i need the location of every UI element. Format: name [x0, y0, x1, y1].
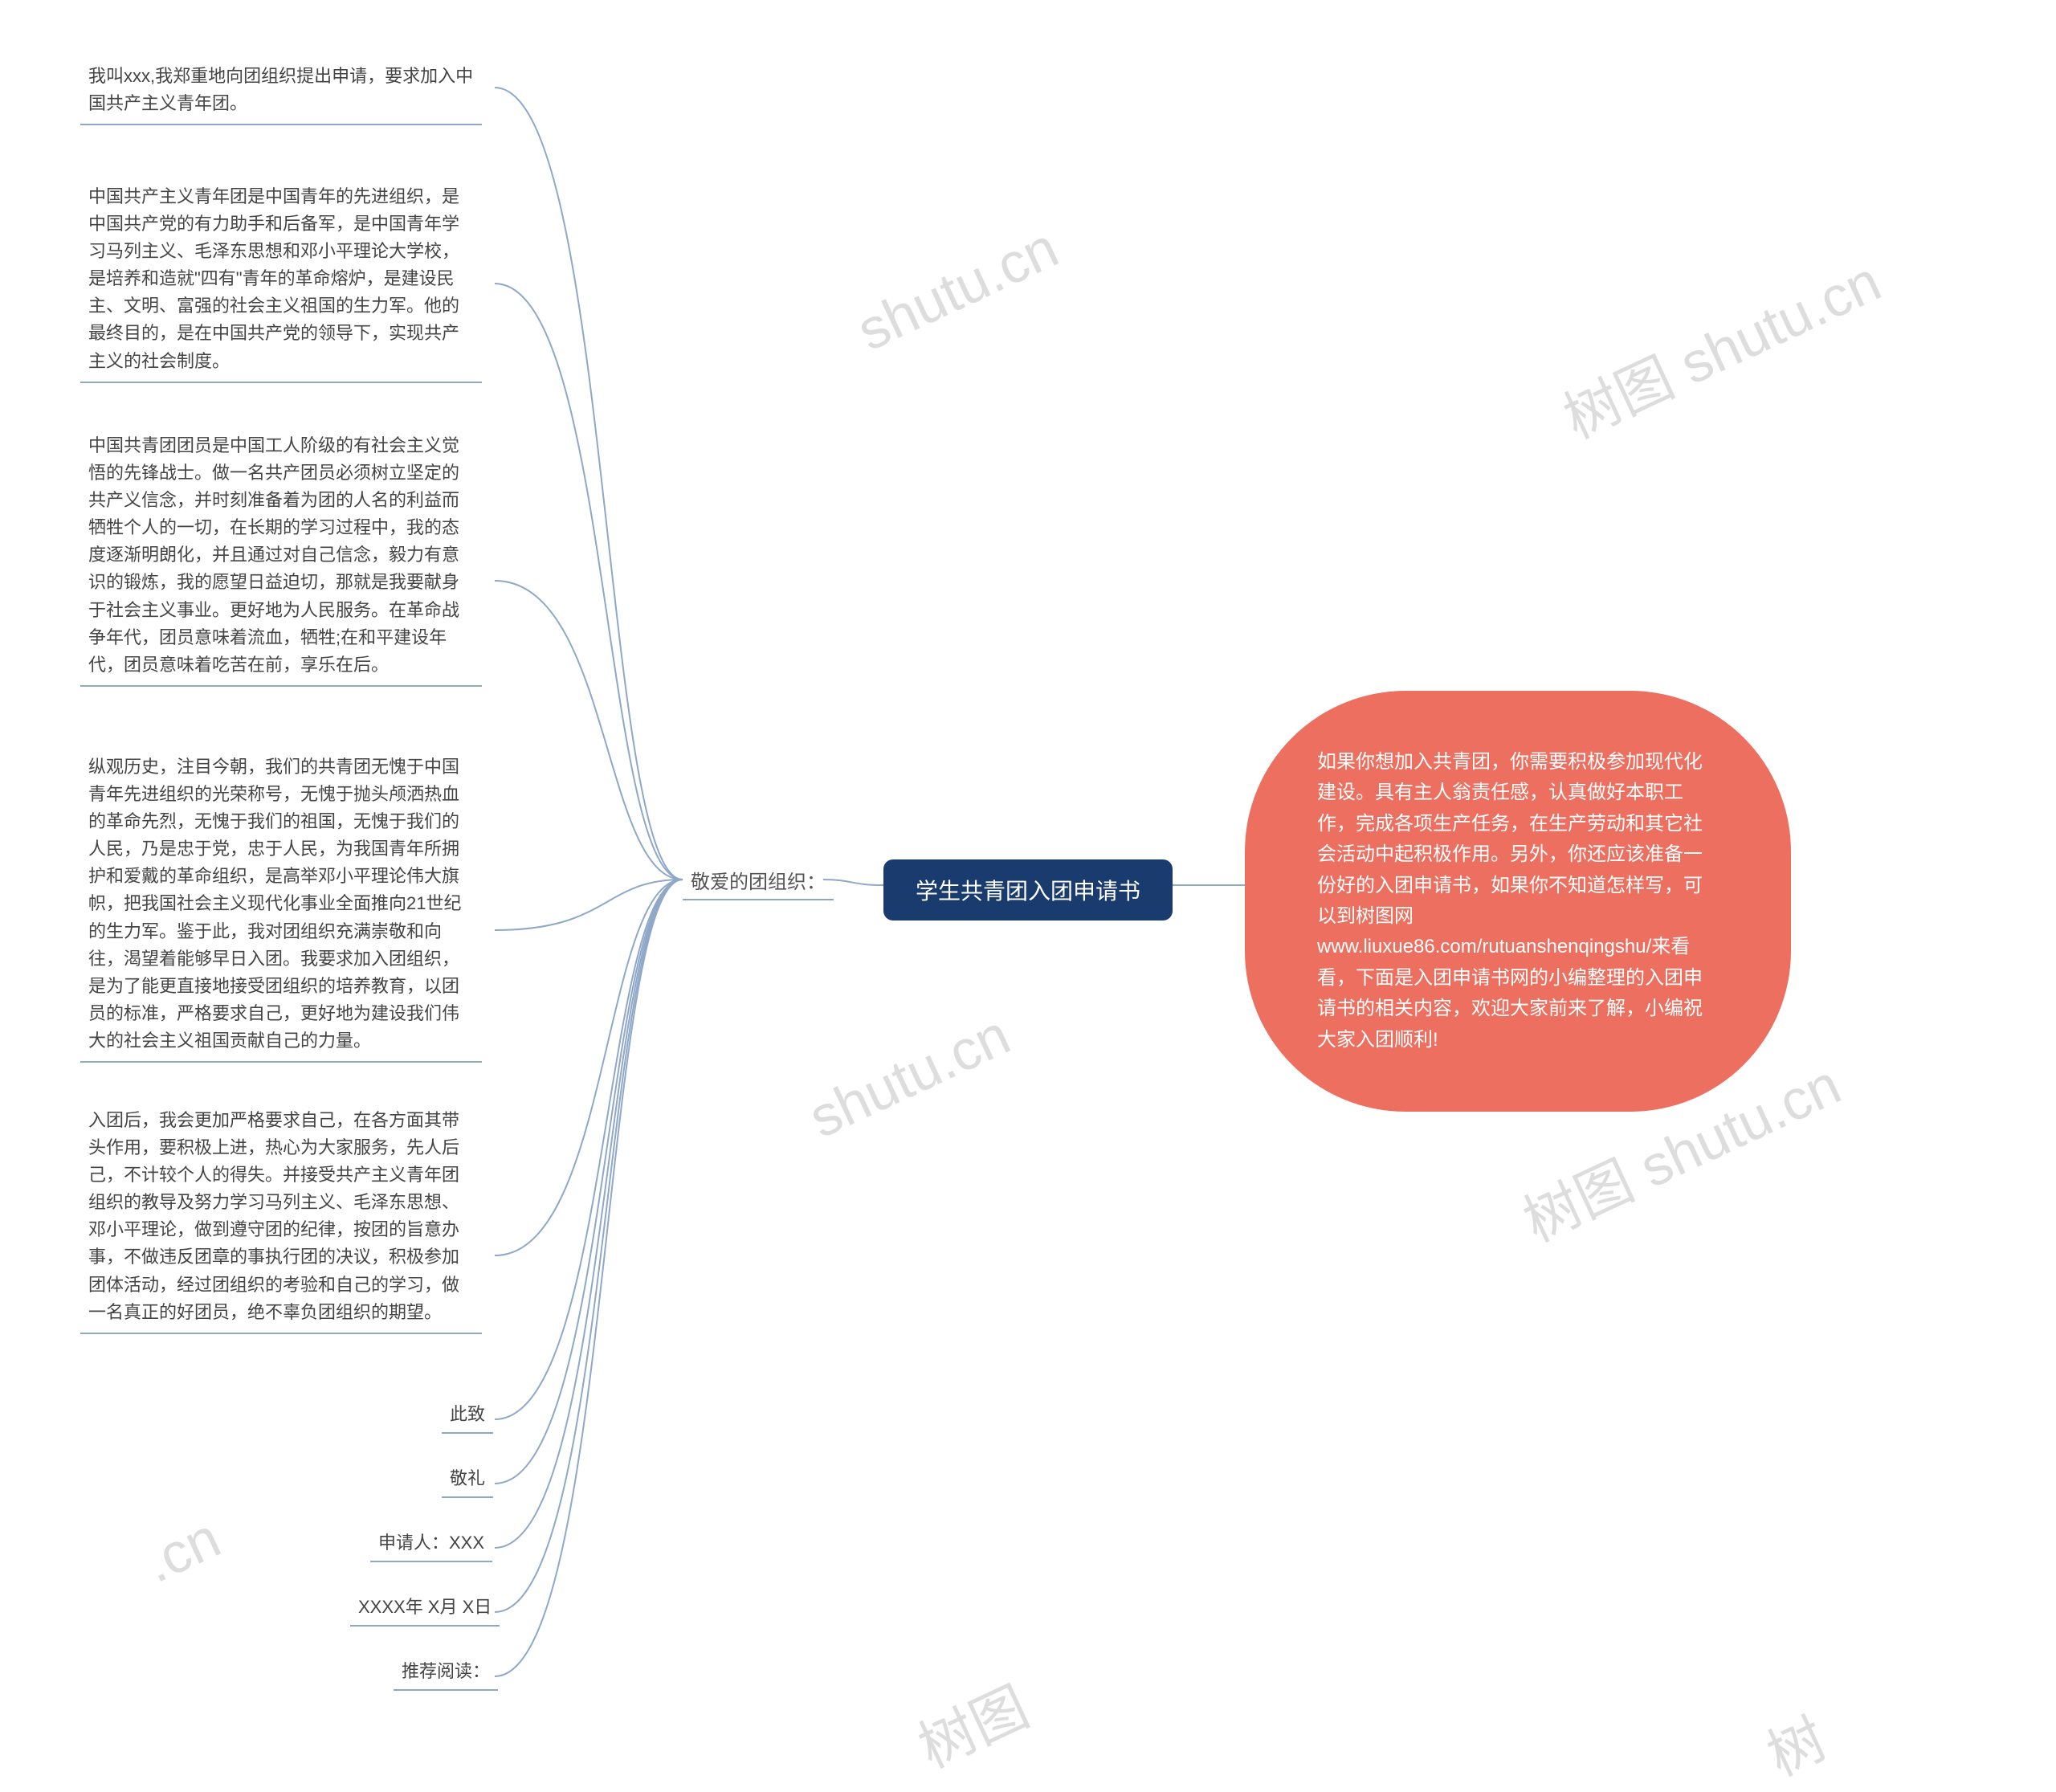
leaf-node[interactable]: 中国共青团团员是中国工人阶级的有社会主义觉悟的先锋战士。做一名共产团员必须树立坚…	[80, 426, 482, 687]
leaf-node[interactable]: 我叫xxx,我郑重地向团组织提出申请，要求加入中国共产主义青年团。	[80, 56, 482, 125]
watermark: shutu.cn	[847, 215, 1067, 363]
watermark: .cn	[134, 1505, 229, 1595]
leaf-node[interactable]: 此致	[442, 1394, 493, 1434]
connector	[495, 880, 683, 1612]
watermark: shutu.cn	[799, 1002, 1019, 1150]
leaf-node[interactable]: 申请人：XXX	[370, 1522, 492, 1562]
leaf-node[interactable]: 推荐阅读：	[394, 1651, 498, 1691]
connector	[495, 880, 683, 1548]
leaf-node[interactable]: 敬礼	[442, 1458, 493, 1498]
leaf-node[interactable]: 入团后，我会更加严格要求自己，在各方面其带头作用，要积极上进，热心为大家服务，先…	[80, 1100, 482, 1334]
watermark: 树	[1752, 1695, 1838, 1792]
connector	[495, 880, 683, 1255]
connector	[495, 284, 683, 880]
connector	[495, 88, 683, 880]
connector	[495, 880, 683, 930]
connector	[495, 880, 683, 1419]
center-node[interactable]: 学生共青团入团申请书	[883, 859, 1173, 920]
connector	[495, 880, 683, 1484]
right-node[interactable]: 如果你想加入共青团，你需要积极参加现代化建设。具有主人翁责任感，认真做好本职工作…	[1245, 691, 1791, 1112]
connector	[495, 581, 683, 880]
leaf-node[interactable]: 中国共产主义青年团是中国青年的先进组织，是中国共产党的有力助手和后备军，是中国青…	[80, 177, 482, 383]
watermark: 树图 shutu.cn	[1549, 237, 1892, 455]
watermark: 树图	[904, 1663, 1040, 1784]
leaf-node[interactable]: 纵观历史，注目今朝，我们的共青团无愧于中国青年先进组织的光荣称号，无愧于抛头颅洒…	[80, 747, 482, 1063]
left-branch-label[interactable]: 敬爱的团组织：	[683, 861, 834, 900]
connector	[495, 880, 683, 1676]
leaf-node[interactable]: XXXX年 X月 X日	[350, 1586, 500, 1627]
